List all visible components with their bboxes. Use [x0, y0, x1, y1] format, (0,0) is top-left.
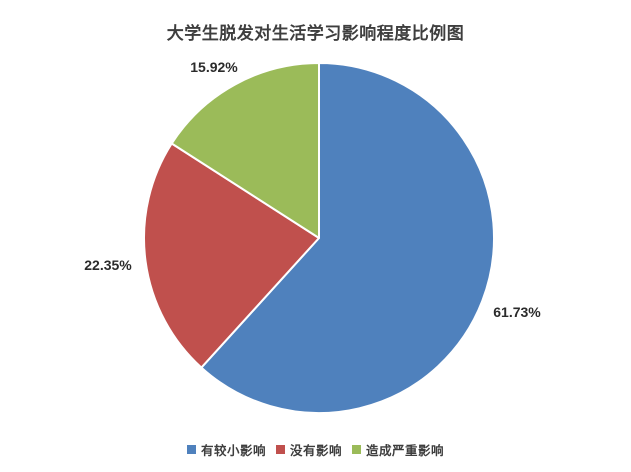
- legend-swatch-green-icon: [352, 445, 361, 454]
- legend-label-no-impact: 没有影响: [289, 444, 342, 458]
- legend-label-minor-impact: 有较小影响: [200, 444, 266, 458]
- legend-label-severe-impact: 造成严重影响: [366, 444, 445, 458]
- slice-label-severe-impact: 15.92%: [190, 59, 238, 75]
- pie-slice-2: [170, 62, 320, 239]
- legend-item-no-impact: 没有影响: [275, 440, 342, 459]
- legend: 有较小影响 没有影响 造成严重影响: [0, 440, 631, 459]
- pie-slice-1: [143, 142, 320, 369]
- legend-item-minor-impact: 有较小影响: [186, 440, 266, 459]
- legend-item-severe-impact: 造成严重影响: [352, 440, 444, 459]
- chart-title: 大学生脱发对生活学习影响程度比例图: [166, 24, 465, 43]
- legend-swatch-blue-icon: [186, 445, 196, 454]
- pie-slice-0: [200, 62, 496, 414]
- slice-label-no-impact: 22.35%: [84, 257, 132, 273]
- slice-label-major-impact: 61.73%: [493, 304, 541, 320]
- legend-swatch-red-icon: [275, 445, 285, 454]
